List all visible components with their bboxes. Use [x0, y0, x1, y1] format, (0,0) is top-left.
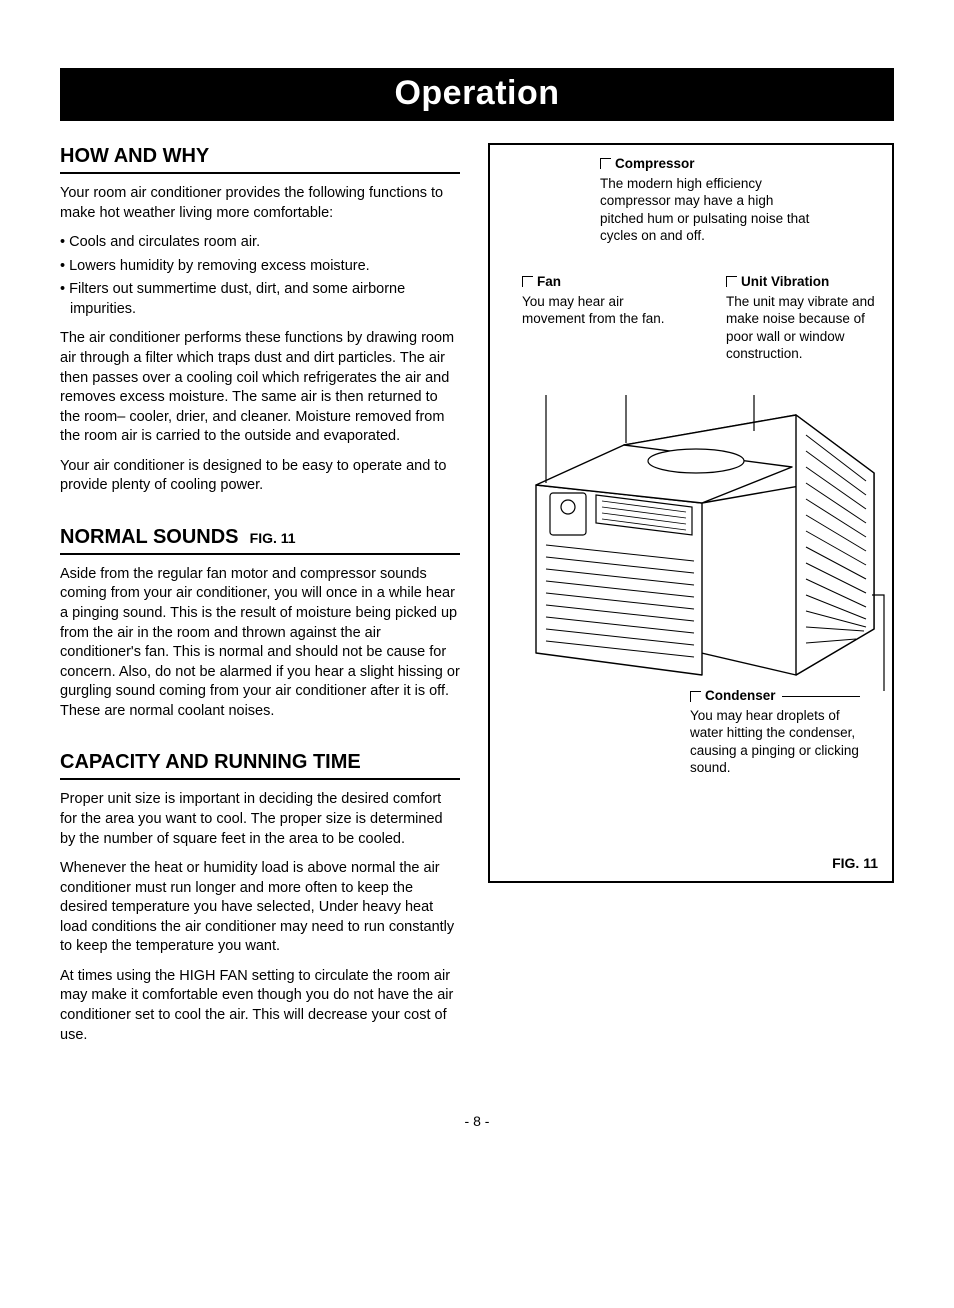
callout-title-text: Condenser — [705, 687, 776, 705]
callout-body: The modern high efficiency compressor ma… — [600, 175, 820, 245]
ac-unit-illustration — [496, 395, 886, 695]
para: Whenever the heat or humidity load is ab… — [60, 859, 460, 957]
callout-compressor: Compressor The modern high efficiency co… — [600, 155, 820, 245]
para: Your air conditioner is designed to be e… — [60, 457, 460, 496]
callout-body: The unit may vibrate and make noise beca… — [726, 293, 876, 363]
callout-title: Fan — [522, 273, 682, 291]
heading-capacity: CAPACITY AND RUNNING TIME — [60, 749, 460, 780]
figure-label: FIG. 11 — [832, 855, 878, 871]
list-item: Cools and circulates room air. — [60, 233, 460, 253]
para: The air conditioner performs these funct… — [60, 329, 460, 446]
callout-condenser: Condenser You may hear droplets of water… — [690, 687, 860, 777]
heading-figref: FIG. 11 — [250, 530, 296, 546]
callout-fan: Fan You may hear air movement from the f… — [522, 273, 682, 328]
callout-body: You may hear air movement from the fan. — [522, 293, 682, 328]
callout-title: Compressor — [600, 155, 820, 173]
callout-title: Condenser — [690, 687, 860, 705]
left-column: HOW AND WHY Your room air conditioner pr… — [60, 143, 460, 1073]
para: At times using the HIGH FAN setting to c… — [60, 967, 460, 1045]
section-normal-sounds: NORMAL SOUNDS FIG. 11 Aside from the reg… — [60, 524, 460, 722]
list-item: Filters out summertime dust, dirt, and s… — [60, 280, 460, 319]
heading-normal-sounds: NORMAL SOUNDS FIG. 11 — [60, 524, 460, 555]
bullet-list: Cools and circulates room air. Lowers hu… — [60, 233, 460, 319]
callout-title: Unit Vibration — [726, 273, 876, 291]
figure-11: Compressor The modern high efficiency co… — [488, 143, 894, 883]
page-number: - 8 - — [60, 1113, 894, 1129]
content-columns: HOW AND WHY Your room air conditioner pr… — [60, 143, 894, 1073]
right-column: Compressor The modern high efficiency co… — [488, 143, 894, 1073]
section-capacity: CAPACITY AND RUNNING TIME Proper unit si… — [60, 749, 460, 1045]
para: Aside from the regular fan motor and com… — [60, 565, 460, 722]
banner-title: Operation — [60, 74, 894, 113]
page-banner: Operation — [60, 68, 894, 121]
para: Your room air conditioner provides the f… — [60, 184, 460, 223]
callout-unit-vibration: Unit Vibration The unit may vibrate and … — [726, 273, 876, 363]
heading-text: NORMAL SOUNDS — [60, 526, 239, 548]
callout-body: You may hear droplets of water hitting t… — [690, 707, 860, 777]
section-how-and-why: HOW AND WHY Your room air conditioner pr… — [60, 143, 460, 496]
leader-line — [782, 696, 860, 697]
list-item: Lowers humidity by removing excess moist… — [60, 257, 460, 277]
heading-how-and-why: HOW AND WHY — [60, 143, 460, 174]
para: Proper unit size is important in decidin… — [60, 790, 460, 849]
